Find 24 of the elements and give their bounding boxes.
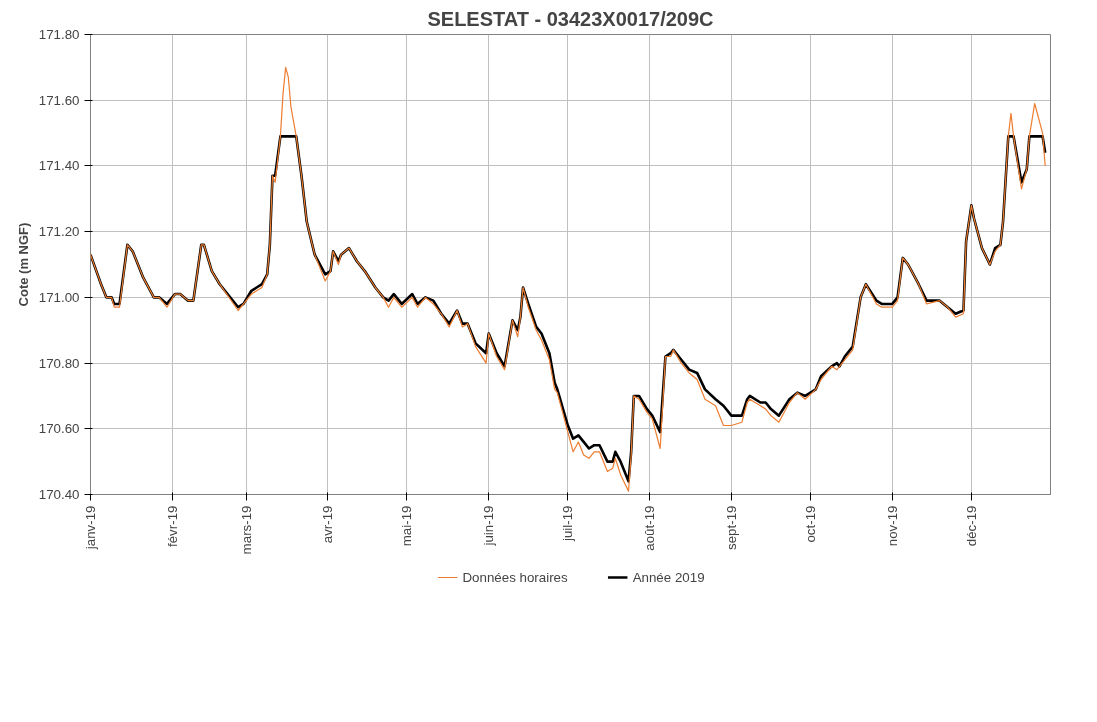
y-tick-label: 171.00	[38, 289, 80, 305]
x-tick-label: août-19	[642, 505, 658, 551]
y-tick-label: 171.20	[38, 224, 80, 240]
x-tick-label: déc-19	[963, 505, 979, 547]
y-tick-label: 171.60	[38, 92, 80, 108]
x-tick-label: janv-19	[83, 505, 98, 551]
legend-label: Année 2019	[632, 569, 705, 585]
y-tick-label: 170.80	[38, 355, 80, 371]
x-tick-label: avr-19	[320, 505, 336, 544]
y-tick-label: 170.60	[38, 421, 80, 437]
y-axis-title: Cote (m NGF)	[15, 222, 31, 307]
y-tick-label: 171.80	[38, 27, 80, 42]
x-tick-label: févr-19	[164, 505, 180, 547]
y-tick-label: 171.40	[38, 158, 80, 174]
chart-title: SELESTAT - 03423X0017/209C	[427, 7, 714, 30]
x-tick-label: oct-19	[803, 505, 818, 543]
x-tick-label: sept-19	[723, 505, 739, 550]
x-tick-label: mai-19	[399, 505, 415, 547]
x-tick-label: juil-19	[560, 505, 576, 543]
x-tick-label: mars-19	[238, 505, 254, 555]
x-tick-label: nov-19	[884, 505, 900, 547]
legend-label: Données horaires	[462, 569, 568, 585]
x-tick-label: juin-19	[481, 505, 497, 547]
y-tick-label: 170.40	[38, 487, 80, 502]
